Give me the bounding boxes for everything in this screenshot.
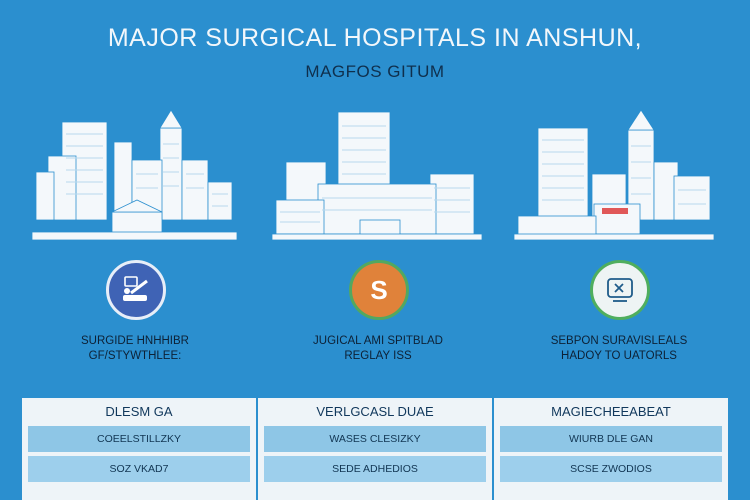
- table-column: MAGIECHEEABEAT WIURB DLE GAN SCSE ZWODIO…: [492, 398, 728, 500]
- table-header-cell: VERLGCASL DUAE: [316, 403, 434, 419]
- table-column: VERLGCASL DUAE WASES CLESIZKY SEDE ADHED…: [256, 398, 492, 500]
- surgery-tools-icon: [106, 260, 166, 320]
- table-column: DLESM GA COEELSTILLZKY SOZ VKAD7: [22, 398, 256, 500]
- table-cell: SCSE ZWODIOS: [500, 456, 722, 484]
- table-cell: WASES CLESIZKY: [264, 426, 486, 454]
- caption-line: HADOY TO UATORLS: [561, 350, 677, 362]
- table-cell: COEELSTILLZKY: [28, 426, 250, 454]
- table-cell: SEDE ADHEDIOS: [264, 456, 486, 484]
- medical-screen-icon: [590, 260, 650, 320]
- table-cell: WIURB DLE GAN: [500, 426, 722, 454]
- feature-caption-1: SURGIDE HNHHIBR GF/STYWTHLEE:: [20, 334, 250, 364]
- caption-line: SEBPON SURAVISLEALS: [550, 335, 688, 347]
- page-title: MAJOR SURGICAL HOSPITALS IN ANSHUN,: [107, 24, 643, 52]
- hospital-table: DLESM GA COEELSTILLZKY SOZ VKAD7 VERLGCA…: [22, 398, 728, 500]
- table-cell: SOZ VKAD7: [28, 456, 250, 484]
- hospital-skyline-right-icon: [514, 100, 724, 242]
- city-skyline-left-icon: [32, 100, 242, 242]
- operation-symbol-icon: S: [349, 260, 409, 320]
- feature-caption-3: SEBPON SURAVISLEALS HADOY TO UATORLS: [504, 334, 734, 364]
- caption-line: GF/STYWTHLEE:: [88, 350, 182, 362]
- table-header-cell: MAGIECHEEABEAT: [551, 403, 671, 419]
- operation-symbol-glyph: S: [370, 274, 388, 305]
- caption-line: JUGICAL AMI SPITBLAD: [313, 335, 443, 347]
- feature-caption-2: JUGICAL AMI SPITBLAD REGLAY ISS: [263, 334, 493, 364]
- hospital-building-center-icon: [272, 100, 482, 242]
- caption-line: REGLAY ISS: [344, 350, 412, 362]
- table-header-cell: DLESM GA: [105, 403, 173, 419]
- caption-line: SURGIDE HNHHIBR: [81, 335, 189, 347]
- page-subtitle: MAGFOS GITUM: [305, 62, 445, 81]
